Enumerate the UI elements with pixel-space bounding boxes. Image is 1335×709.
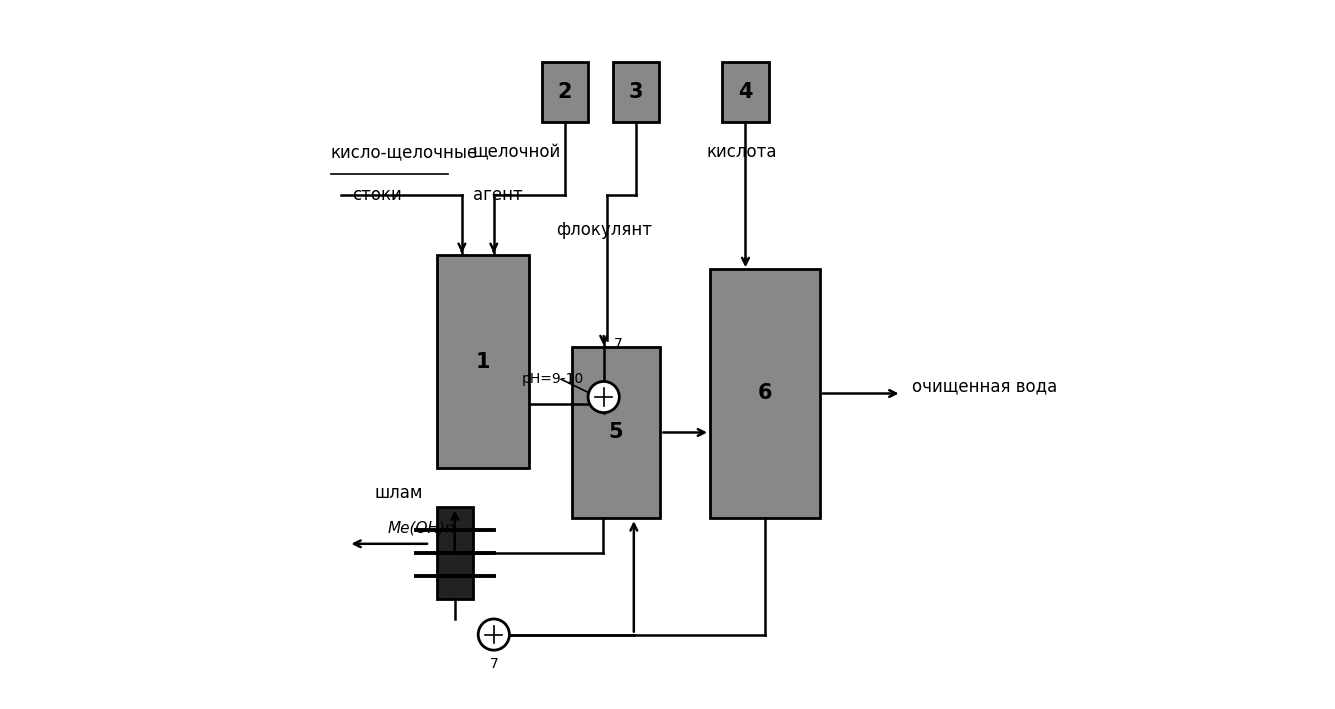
Circle shape [589, 381, 619, 413]
Text: Me(OH)n: Me(OH)n [387, 520, 455, 536]
Text: стоки: стоки [352, 186, 402, 204]
Text: очищенная вода: очищенная вода [912, 377, 1057, 396]
Bar [613, 62, 658, 122]
Text: 6: 6 [758, 384, 772, 403]
Text: 5: 5 [609, 423, 623, 442]
Bar [437, 507, 473, 599]
Circle shape [478, 619, 510, 650]
Bar [542, 62, 587, 122]
Text: 2: 2 [558, 82, 571, 102]
Bar [571, 347, 661, 518]
Text: 7: 7 [614, 337, 623, 351]
Text: щелочной: щелочной [473, 143, 561, 162]
Bar [437, 255, 529, 468]
Text: 1: 1 [475, 352, 490, 372]
Text: агент: агент [473, 186, 522, 204]
Text: кислота: кислота [706, 143, 777, 162]
Text: флокулянт: флокулянт [555, 221, 651, 240]
Bar [710, 269, 820, 518]
Text: шлам: шлам [374, 484, 423, 502]
Bar [722, 62, 769, 122]
Text: 7: 7 [490, 657, 498, 671]
Text: 4: 4 [738, 82, 753, 102]
Text: кисло-щелочные: кисло-щелочные [331, 143, 478, 162]
Text: pH=9-10: pH=9-10 [522, 372, 585, 386]
Text: 3: 3 [629, 82, 643, 102]
